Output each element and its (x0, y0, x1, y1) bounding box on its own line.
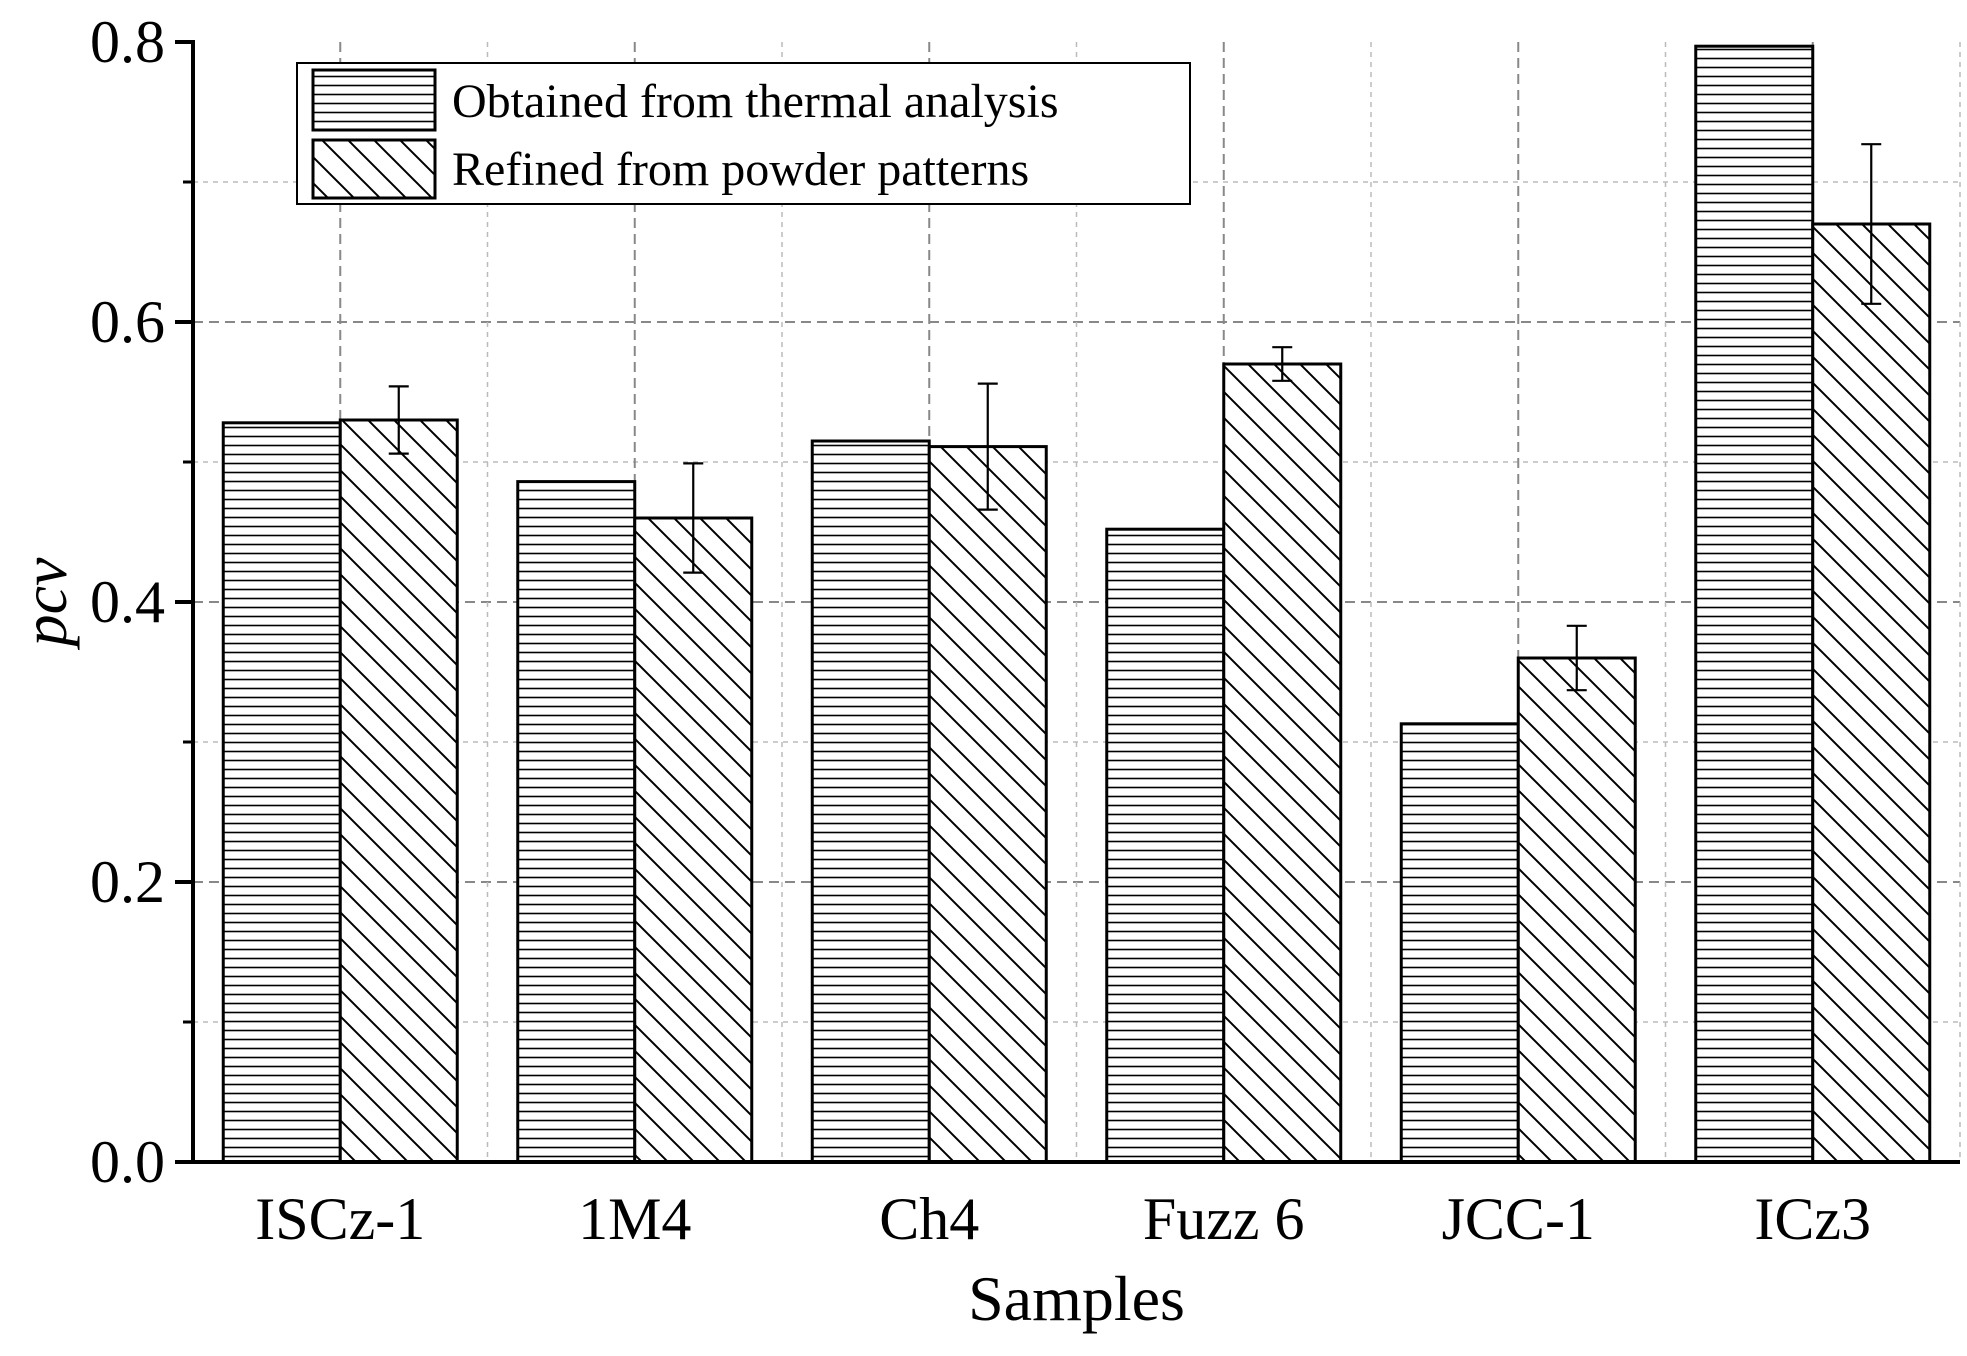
x-tick-label: ISCz-1 (255, 1186, 425, 1252)
bar-thermal-jcc-1 (1399, 722, 1520, 1164)
legend-label-powder: Refined from powder patterns (452, 143, 1029, 196)
bar-thermal-iscz-1 (221, 421, 342, 1164)
error-bar-icz3 (1861, 143, 1882, 305)
y-axis-title: pcv (9, 557, 80, 650)
legend-swatch-powder (311, 138, 437, 200)
axes (175, 40, 1960, 1164)
bar-powder-1m4 (633, 516, 754, 1164)
tick-labels: 0.0 0.2 0.4 0.6 0.8 ISCz-1 1M4 Ch4 Fuzz 6 JCC-1 IC… (90, 9, 1871, 1252)
error-bar-fuzz-6 (1272, 346, 1293, 382)
bar-powder-fuzz-6 (1222, 362, 1343, 1164)
error-bar-1m4 (683, 462, 704, 574)
x-tick-label: ICz3 (1754, 1186, 1871, 1252)
error-bar-iscz-1 (388, 385, 409, 455)
bars (221, 44, 1932, 1164)
x-tick-label: JCC-1 (1442, 1186, 1595, 1252)
y-tick-label: 0.0 (90, 1129, 165, 1195)
bar-thermal-fuzz-6 (1105, 527, 1226, 1164)
x-axis-title: Samples (968, 1263, 1185, 1334)
error-bar-jcc-1 (1566, 624, 1587, 692)
bar-thermal-icz3 (1694, 44, 1815, 1164)
bar-powder-jcc-1 (1516, 656, 1637, 1164)
bar-thermal-ch4 (810, 439, 931, 1164)
bar-thermal-1m4 (516, 480, 637, 1164)
y-tick-label: 0.8 (90, 9, 165, 75)
legend-swatch-thermal (311, 68, 437, 132)
y-tick-label: 0.2 (90, 849, 165, 915)
y-tick-label: 0.6 (90, 289, 165, 355)
legend-frame (296, 62, 1191, 205)
bar-powder-iscz-1 (338, 418, 459, 1164)
x-tick-label: 1M4 (578, 1186, 691, 1252)
bar-powder-ch4 (927, 445, 1048, 1164)
x-tick-label: Ch4 (879, 1186, 979, 1252)
legend-label-thermal: Obtained from thermal analysis (452, 75, 1059, 128)
y-tick-label: 0.4 (90, 569, 165, 635)
bar-powder-icz3 (1811, 222, 1932, 1164)
error-bar-ch4 (977, 382, 998, 511)
x-tick-label: Fuzz 6 (1143, 1186, 1305, 1252)
legend: Obtained from thermal analysis Refined f… (296, 62, 1191, 205)
error-bars (388, 143, 1882, 692)
